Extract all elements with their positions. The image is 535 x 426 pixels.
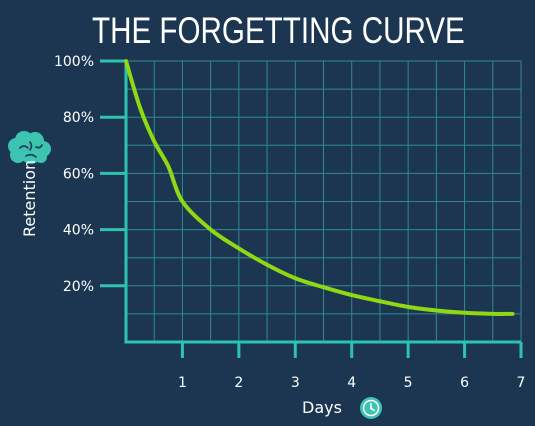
series-layer [124, 59, 515, 316]
y-tick-label: 40% [63, 223, 94, 239]
tick-marks [100, 59, 523, 358]
x-tick-label: 6 [460, 375, 469, 391]
y-tick-labels: 20% 40% 60% 80% 100% [54, 54, 94, 295]
axes [124, 60, 521, 344]
x-tick-label: 1 [178, 375, 187, 391]
x-tick-label: 5 [404, 375, 413, 391]
y-tick-label: 20% [63, 279, 94, 295]
chart-title: THE FORGETTING CURVE [92, 10, 465, 51]
x-tick-labels: 1 2 3 4 5 6 7 [178, 375, 525, 391]
clock-icon [360, 397, 382, 419]
x-tick-label: 4 [347, 375, 356, 391]
x-tick-label: 2 [234, 375, 243, 391]
y-tick-label: 80% [63, 110, 94, 126]
x-axis-label: Days [302, 398, 342, 417]
brain-icon [8, 131, 51, 164]
grid-lines [126, 60, 522, 342]
y-tick-label: 100% [54, 54, 94, 70]
y-tick-label: 60% [63, 166, 94, 182]
retention-curve-line [124, 59, 515, 316]
x-tick-label: 3 [291, 375, 300, 391]
x-tick-label: 7 [517, 375, 526, 391]
y-axis-label: Retention [20, 159, 39, 237]
